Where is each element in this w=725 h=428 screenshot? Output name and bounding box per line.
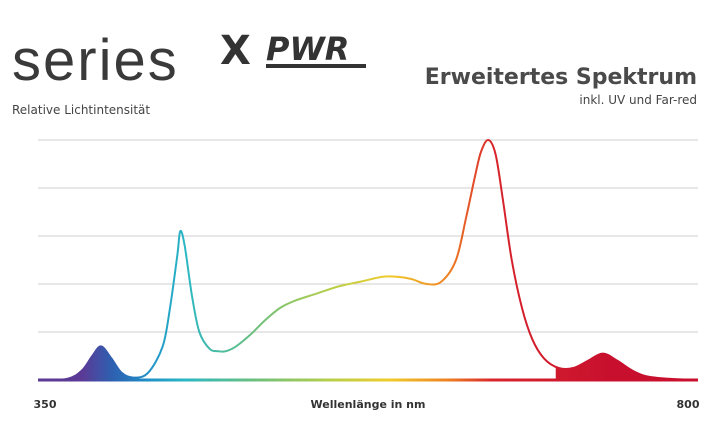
x-tick-label: 800: [677, 398, 700, 411]
logo-underline: [266, 64, 366, 68]
shaded-area: [555, 353, 698, 380]
shaded-area: [45, 346, 138, 380]
logo-series: series: [12, 28, 179, 93]
plot: 350 800: [34, 139, 700, 411]
x-axis-label: Wellenlänge in nm: [311, 398, 426, 411]
chart-title: Erweitertes Spektrum: [425, 65, 697, 90]
x-tick-label: 350: [34, 398, 57, 411]
chart-subtitle: inkl. UV und Far-red: [579, 93, 697, 107]
y-axis-label: Relative Lichtintensität: [12, 103, 150, 117]
baseline: [38, 378, 698, 382]
spectrum-line: [37, 139, 699, 381]
logo: series X PWR: [12, 28, 366, 93]
logo-x: X: [220, 28, 251, 74]
logo-pwr: PWR: [266, 30, 349, 68]
